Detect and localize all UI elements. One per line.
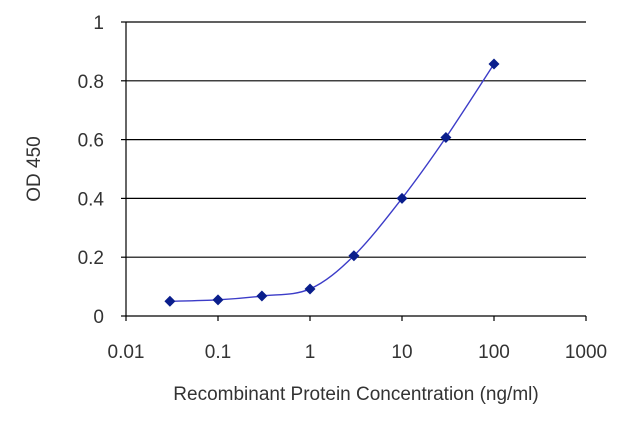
series-0-point-0 bbox=[164, 295, 176, 307]
y-tick-label-4: 0.8 bbox=[78, 72, 104, 93]
y-tick-label-5: 1 bbox=[93, 13, 104, 34]
x-tick-label-4: 100 bbox=[478, 342, 510, 363]
x-tick-labels: 0.01 0.1 1 10 100 1000 bbox=[108, 342, 608, 363]
series-0-point-2 bbox=[256, 290, 268, 302]
y-tick-label-0: 0 bbox=[93, 307, 104, 328]
series-0-point-1 bbox=[212, 294, 224, 306]
plot-area bbox=[126, 22, 586, 316]
y-tick-labels: 0 0.2 0.4 0.6 0.8 1 bbox=[78, 13, 105, 328]
series-0-point-7 bbox=[488, 58, 500, 70]
x-tick-label-1: 0.1 bbox=[205, 342, 231, 363]
data-series bbox=[164, 58, 500, 307]
axes bbox=[121, 21, 587, 321]
x-axis-title: Recombinant Protein Concentration (ng/ml… bbox=[173, 384, 538, 405]
series-0-point-5 bbox=[396, 192, 408, 204]
y-tick-label-2: 0.4 bbox=[78, 189, 105, 210]
x-tick-label-3: 10 bbox=[391, 342, 412, 363]
y-tick-label-1: 0.2 bbox=[78, 248, 104, 269]
gridlines bbox=[126, 21, 586, 258]
x-tick-label-0: 0.01 bbox=[108, 342, 145, 363]
y-axis-title: OD 450 bbox=[24, 136, 45, 201]
y-tick-label-3: 0.6 bbox=[78, 131, 104, 152]
x-tick-label-2: 1 bbox=[305, 342, 316, 363]
series-0-point-3 bbox=[304, 283, 316, 295]
series-0-point-6 bbox=[440, 132, 452, 144]
x-tick-label-5: 1000 bbox=[565, 342, 607, 363]
series-0-point-4 bbox=[348, 250, 360, 262]
